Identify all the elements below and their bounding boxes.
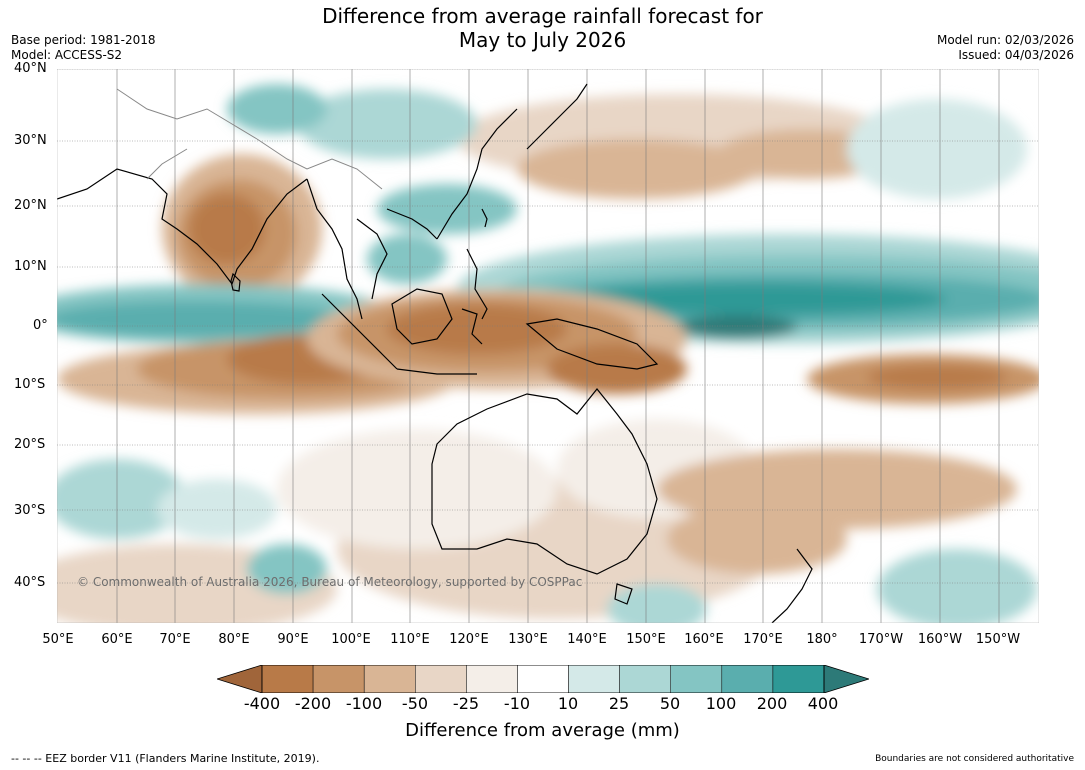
colorbar-segment — [217, 665, 263, 693]
colorbar-tick-label: -50 — [401, 694, 429, 713]
colorbar-segment — [619, 665, 671, 693]
lon-label: 170°E — [743, 632, 783, 647]
colorbar-tick-label: 200 — [756, 694, 788, 713]
colorbar — [217, 665, 869, 693]
model-label: Model: ACCESS-S2 — [11, 48, 123, 62]
lat-label: 10°N — [14, 259, 47, 274]
colorbar-title: Difference from average (mm) — [405, 720, 680, 741]
colorbar-segment — [363, 665, 416, 693]
rainfall-anomaly-map: © Commonwealth of Australia 2026, Bureau… — [57, 69, 1039, 623]
colorbar-segment — [466, 665, 518, 693]
lon-label: 140°E — [567, 632, 607, 647]
colorbar-tick-label: 25 — [608, 694, 630, 713]
colorbar-tick-label: -200 — [294, 694, 332, 713]
colorbar-tick-label: 400 — [807, 694, 839, 713]
colorbar-segment — [772, 665, 825, 693]
graticule — [57, 69, 1039, 623]
colorbar-tick-label: -400 — [243, 694, 281, 713]
lat-label: 20°N — [14, 198, 47, 213]
lat-label: 30°S — [14, 503, 46, 518]
lon-label: 170°W — [858, 632, 904, 647]
colorbar-segment — [670, 665, 723, 693]
lon-label: 60°E — [101, 632, 133, 647]
lon-label: 130°E — [508, 632, 548, 647]
coastlines — [57, 83, 813, 623]
colorbar-tick-label: -10 — [503, 694, 531, 713]
lat-label: 0° — [33, 318, 48, 333]
lon-label: 90°E — [277, 632, 309, 647]
lon-label: 180° — [806, 632, 838, 647]
map-title-line2: May to July 2026 — [458, 28, 627, 52]
lon-label: 100°E — [331, 632, 371, 647]
lat-label: 30°N — [14, 133, 47, 148]
colorbar-tick-label: -100 — [345, 694, 383, 713]
colorbar-segment — [261, 665, 314, 693]
colorbar-segment — [312, 665, 365, 693]
colorbar-segment — [721, 665, 774, 693]
lon-label: 150°E — [626, 632, 666, 647]
lon-label: 160°W — [917, 632, 963, 647]
boundaries-note: Boundaries are not considered authoritat… — [875, 754, 1074, 764]
anomaly-field — [57, 84, 1039, 623]
colorbar-tick-label: 10 — [557, 694, 579, 713]
map-title-line1: Difference from average rainfall forecas… — [322, 4, 763, 28]
model-run-label: Model run: 02/03/2026 — [936, 33, 1074, 47]
country-borders — [116, 88, 383, 190]
lon-label: 160°E — [684, 632, 724, 647]
issued-label: Issued: 04/03/2026 — [958, 48, 1074, 62]
lon-label: 120°E — [449, 632, 489, 647]
base-period-label: Base period: 1981-2018 — [11, 33, 156, 47]
colorbar-tick-label: 50 — [659, 694, 681, 713]
lat-label: 40°N — [14, 61, 47, 76]
lat-label: 20°S — [14, 437, 46, 452]
colorbar-segment — [568, 665, 620, 693]
colorbar-segment — [415, 665, 467, 693]
lat-label: 10°S — [14, 377, 46, 392]
colorbar-tick-label: 100 — [705, 694, 737, 713]
colorbar-tick-label: -25 — [452, 694, 480, 713]
eez-border-legend: -- -- -- EEZ border V11 (Flanders Marine… — [11, 752, 320, 765]
colorbar-segment — [823, 665, 869, 693]
copyright-notice: © Commonwealth of Australia 2026, Bureau… — [77, 575, 582, 589]
lon-label: 50°E — [42, 632, 74, 647]
lon-label: 110°E — [390, 632, 430, 647]
lon-label: 70°E — [159, 632, 191, 647]
lon-label: 80°E — [218, 632, 250, 647]
colorbar-segment — [517, 665, 569, 693]
lat-label: 40°S — [14, 575, 46, 590]
lon-label: 150°W — [975, 632, 1021, 647]
